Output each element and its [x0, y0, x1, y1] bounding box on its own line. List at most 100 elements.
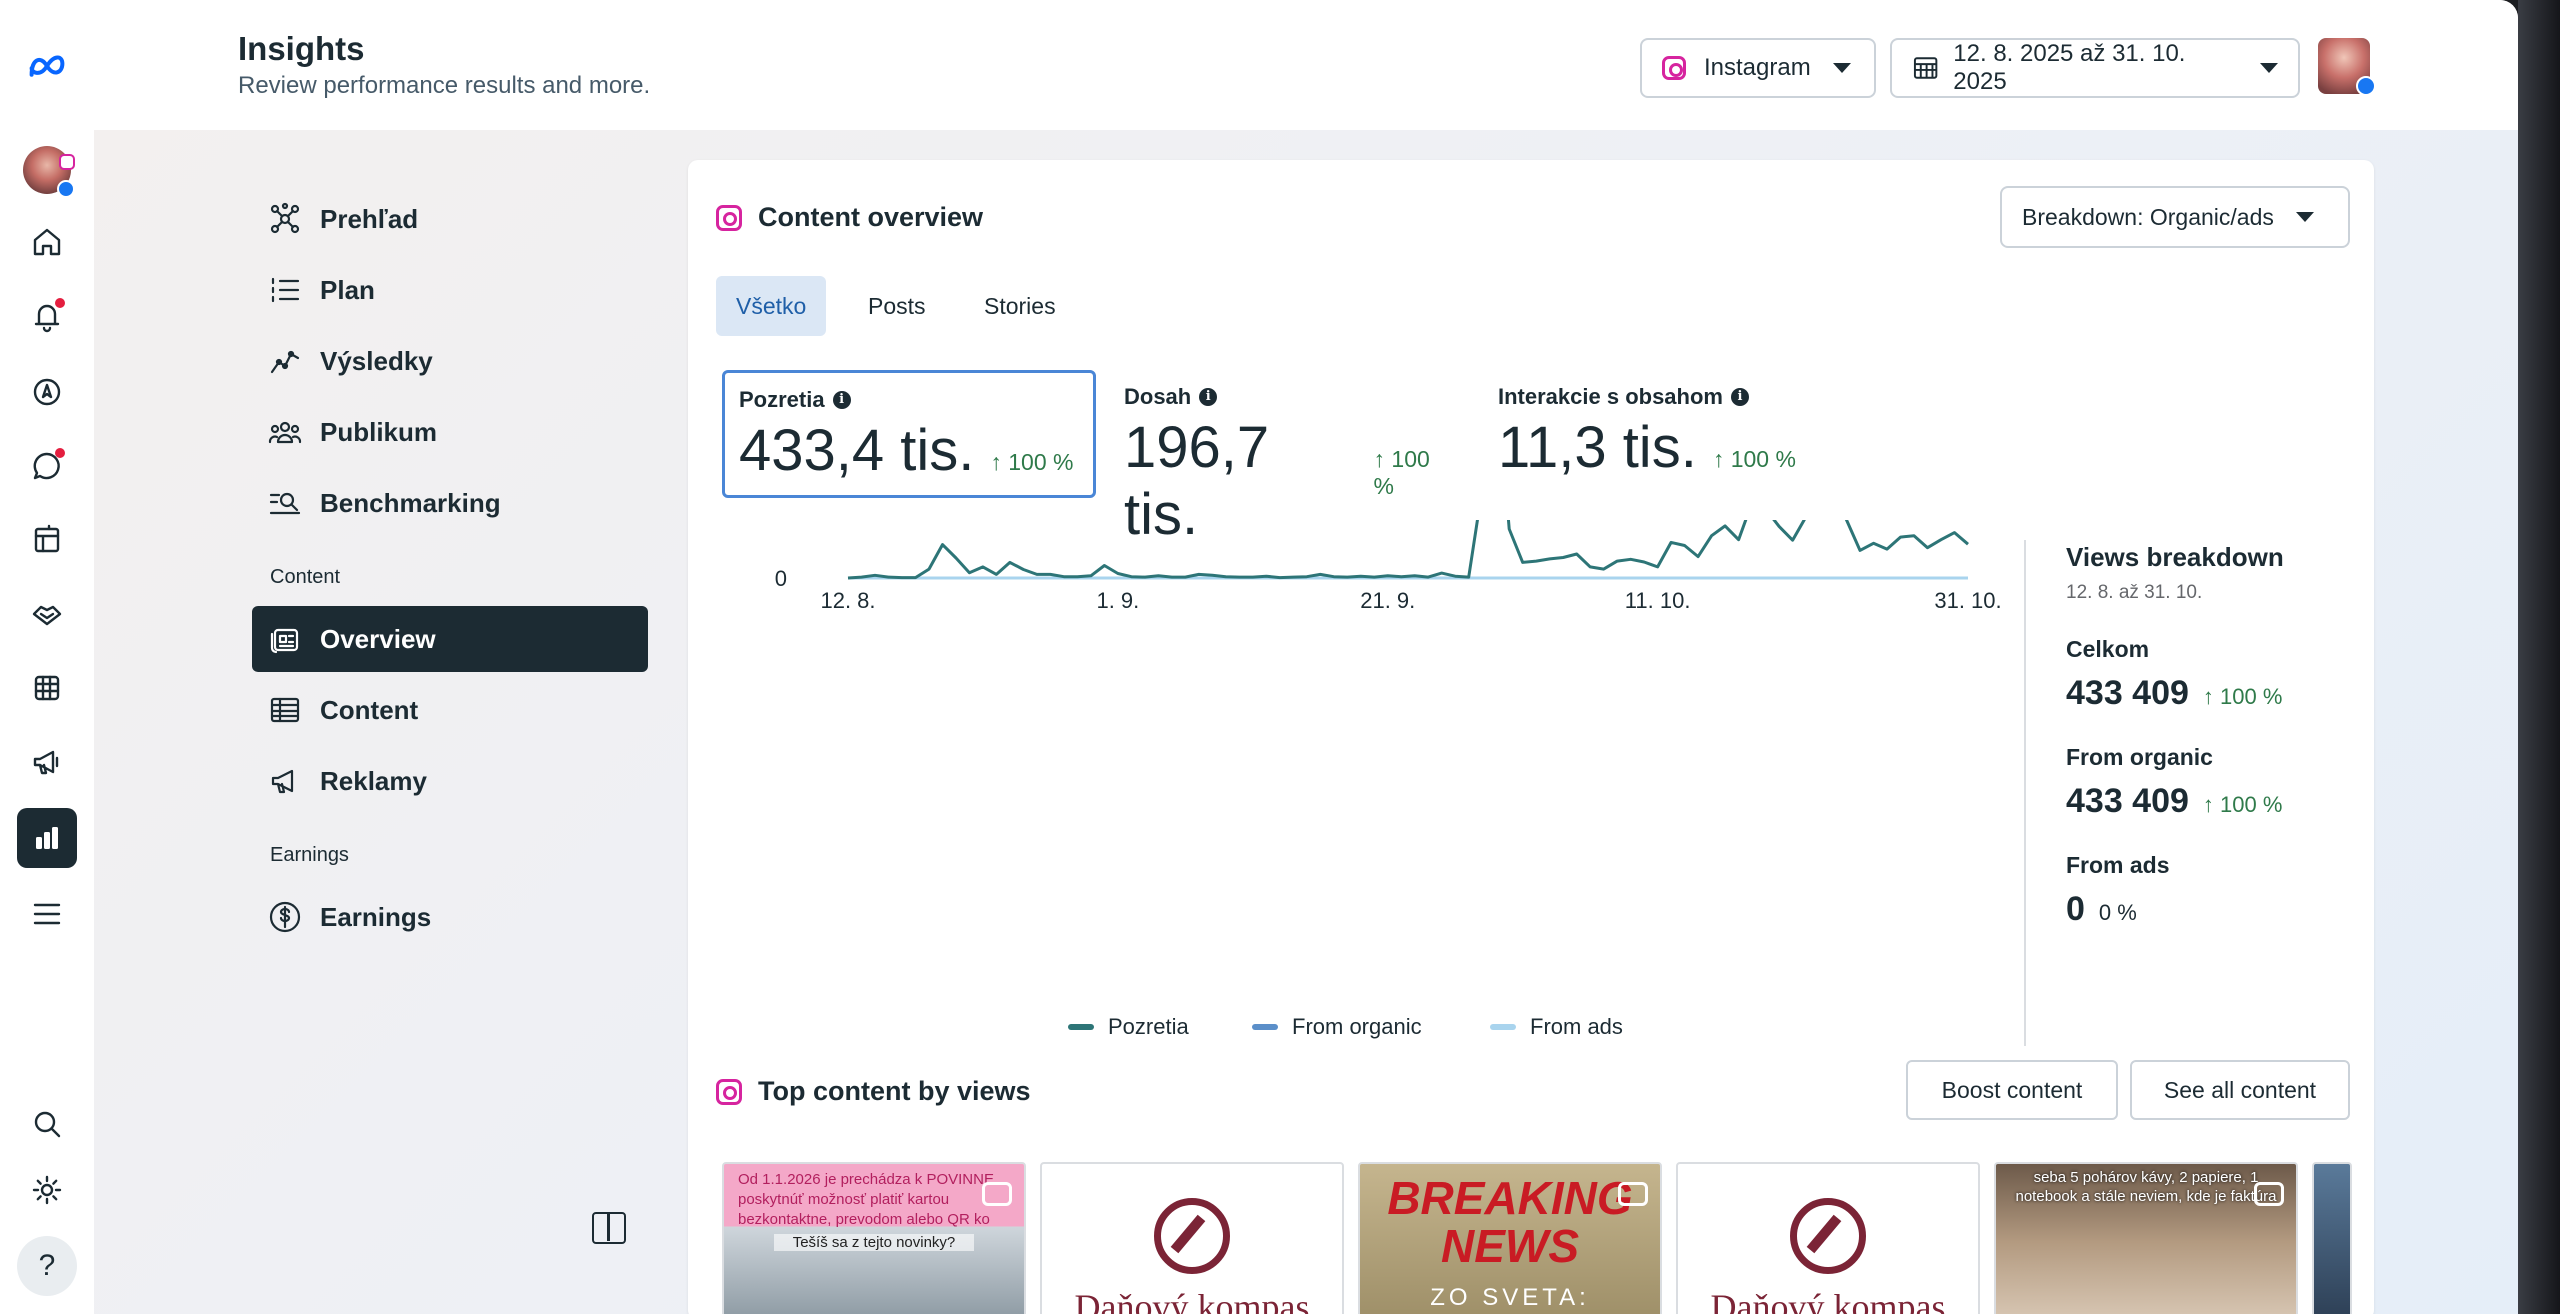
series-line-pozretia	[847, 360, 1969, 580]
info-icon[interactable]: i	[832, 391, 851, 409]
breakdown-title: Views breakdown	[2066, 542, 2284, 572]
nav-item-benchmarking[interactable]: Benchmarking	[252, 470, 648, 536]
legend-swatch	[1252, 1024, 1278, 1030]
content-icon[interactable]	[17, 510, 77, 570]
table-icon[interactable]	[17, 658, 77, 718]
date-range-picker[interactable]: 12. 8. 2025 až 31. 10. 2025	[1890, 38, 2300, 98]
legend-from-organic: From organic	[1252, 1014, 1422, 1040]
metric-interakcie[interactable]: Interakcie s obsahom i 11,3 tis. ↑ 100 %	[1484, 370, 1844, 498]
nav-item-publikum[interactable]: Publikum	[252, 399, 648, 465]
legend-label: Pozretia	[1108, 1014, 1189, 1039]
instagram-icon	[716, 1078, 742, 1105]
thumb-caption: BREAKING NEWS	[1387, 1172, 1633, 1272]
breakdown-organic-delta: ↑ 100 %	[2202, 792, 2283, 817]
tab-vsetko[interactable]: Všetko	[716, 276, 827, 336]
tab-stories[interactable]: Stories	[984, 292, 1056, 319]
thumb-caption: seba 5 pohárov kávy, 2 papiere, 1 notebo…	[2015, 1169, 2277, 1205]
metric-label: Pozretia	[739, 387, 825, 412]
notification-dot	[55, 298, 65, 308]
legend-label: From ads	[1530, 1014, 1623, 1039]
see-all-content-button[interactable]: See all content	[2130, 1060, 2350, 1120]
metric-pozretia[interactable]: Pozretia i 433,4 tis. ↑ 100 %	[722, 370, 1096, 498]
top-content-thumb-4[interactable]: Daňový kompas	[1676, 1162, 1980, 1314]
message-dot	[55, 448, 65, 458]
top-content-thumb-2[interactable]: Daňový kompas	[1040, 1162, 1344, 1314]
thumb-caption: Daňový kompas	[1710, 1287, 1946, 1314]
breakdown-organic: 433 409 ↑ 100 %	[2066, 782, 2282, 821]
top-content-thumb-1[interactable]: Od 1.1.2026 je prechádza k POVINNE posky…	[722, 1162, 1026, 1314]
messages-icon[interactable]	[17, 436, 77, 496]
breakdown-total-label: Celkom	[2066, 636, 2150, 662]
metric-dosah[interactable]: Dosah i 196,7 tis. ↑ 100 %	[1110, 370, 1470, 547]
reel-icon	[2254, 1182, 2284, 1206]
partnerships-icon[interactable]	[17, 584, 77, 644]
ads-icon[interactable]	[17, 732, 77, 792]
window-edge	[2518, 0, 2560, 1314]
card-title: Content overview	[716, 202, 983, 233]
breakdown-total: 433 409 ↑ 100 %	[2066, 674, 2282, 713]
nav-item-earnings[interactable]: Earnings	[252, 884, 648, 950]
explore-icon[interactable]	[17, 362, 77, 422]
profile-avatar-icon[interactable]	[17, 140, 77, 200]
top-content-title-text: Top content by views	[758, 1076, 1031, 1106]
breakdown-subtitle: 12. 8. až 31. 10.	[2066, 582, 2203, 603]
collapse-sidebar-icon[interactable]	[592, 1212, 626, 1244]
breakdown-ads-label: From ads	[2066, 852, 2170, 878]
x-tick-label: 1. 9.	[1096, 588, 1139, 613]
meta-logo-icon[interactable]	[17, 36, 77, 96]
breakdown-organic-value: 433 409	[2066, 782, 2189, 820]
metric-label: Dosah	[1124, 384, 1192, 409]
legend-pozretia: Pozretia	[1068, 1014, 1189, 1040]
top-content-thumb-3[interactable]: BREAKING NEWS ZO SVETA:	[1358, 1162, 1662, 1314]
top-content-thumb-5[interactable]: seba 5 pohárov kávy, 2 papiere, 1 notebo…	[1994, 1162, 2298, 1314]
calendar-icon	[1913, 57, 1938, 79]
nav-label: Reklamy	[320, 765, 427, 796]
y-tick-label: 0	[775, 566, 787, 591]
platform-dropdown[interactable]: Instagram	[1640, 38, 1876, 98]
search-icon[interactable]	[17, 1094, 77, 1154]
metric-value: 196,7 tis.	[1124, 415, 1270, 547]
page-title: Insights	[238, 30, 365, 67]
tab-posts[interactable]: Posts	[868, 292, 926, 319]
help-icon[interactable]: ?	[17, 1236, 77, 1296]
chevron-down-icon	[1832, 63, 1851, 73]
settings-icon[interactable]	[17, 1160, 77, 1220]
home-icon[interactable]	[17, 212, 77, 272]
nav-item-vysledky[interactable]: Výsledky	[252, 328, 648, 394]
nav-label: Plan	[320, 274, 375, 305]
audience-icon	[268, 421, 302, 444]
account-avatar[interactable]	[2318, 38, 2376, 96]
thumb-caption-2: Tešíš sa z tejto novinky?	[774, 1234, 974, 1251]
legend-swatch	[1068, 1024, 1094, 1030]
nav-item-reklamy[interactable]: Reklamy	[252, 748, 648, 814]
breakdown-ads-value: 0	[2066, 890, 2085, 928]
left-rail: ?	[0, 0, 94, 1314]
info-icon[interactable]: i	[1199, 388, 1218, 406]
thumb-caption-2: ZO SVETA:	[1430, 1284, 1590, 1311]
breakdown-total-value: 433 409	[2066, 674, 2189, 712]
breakdown-dropdown[interactable]: Breakdown: Organic/ads	[2000, 186, 2350, 248]
info-icon[interactable]: i	[1730, 388, 1749, 406]
insights-icon[interactable]	[17, 808, 77, 868]
nav-item-plan[interactable]: Plan	[252, 257, 648, 323]
date-range-label: 12. 8. 2025 až 31. 10. 2025	[1953, 40, 2186, 95]
content-table-icon	[270, 697, 300, 723]
page-header: Insights Review performance results and …	[94, 0, 2518, 130]
nav-label: Benchmarking	[320, 487, 501, 518]
breakdown-ads-delta: 0 %	[2098, 900, 2137, 925]
nav-item-overview[interactable]: Overview	[252, 606, 648, 672]
top-content-thumb-6[interactable]	[2312, 1162, 2352, 1314]
notifications-icon[interactable]	[17, 286, 77, 346]
page-subtitle: Review performance results and more.	[238, 72, 651, 99]
nav-item-content[interactable]: Content	[252, 677, 648, 743]
boost-content-button[interactable]: Boost content	[1906, 1060, 2118, 1120]
x-tick-label: 12. 8.	[820, 588, 875, 613]
breakdown-organic-label: From organic	[2066, 744, 2213, 770]
nav-label: Overview	[320, 623, 436, 654]
breakdown-label: Breakdown: Organic/ads	[2022, 203, 2274, 230]
chevron-down-icon	[2260, 63, 2278, 73]
legend-swatch	[1490, 1024, 1516, 1030]
menu-icon[interactable]	[17, 884, 77, 944]
nav-item-prehlad[interactable]: Prehľad	[252, 186, 648, 252]
